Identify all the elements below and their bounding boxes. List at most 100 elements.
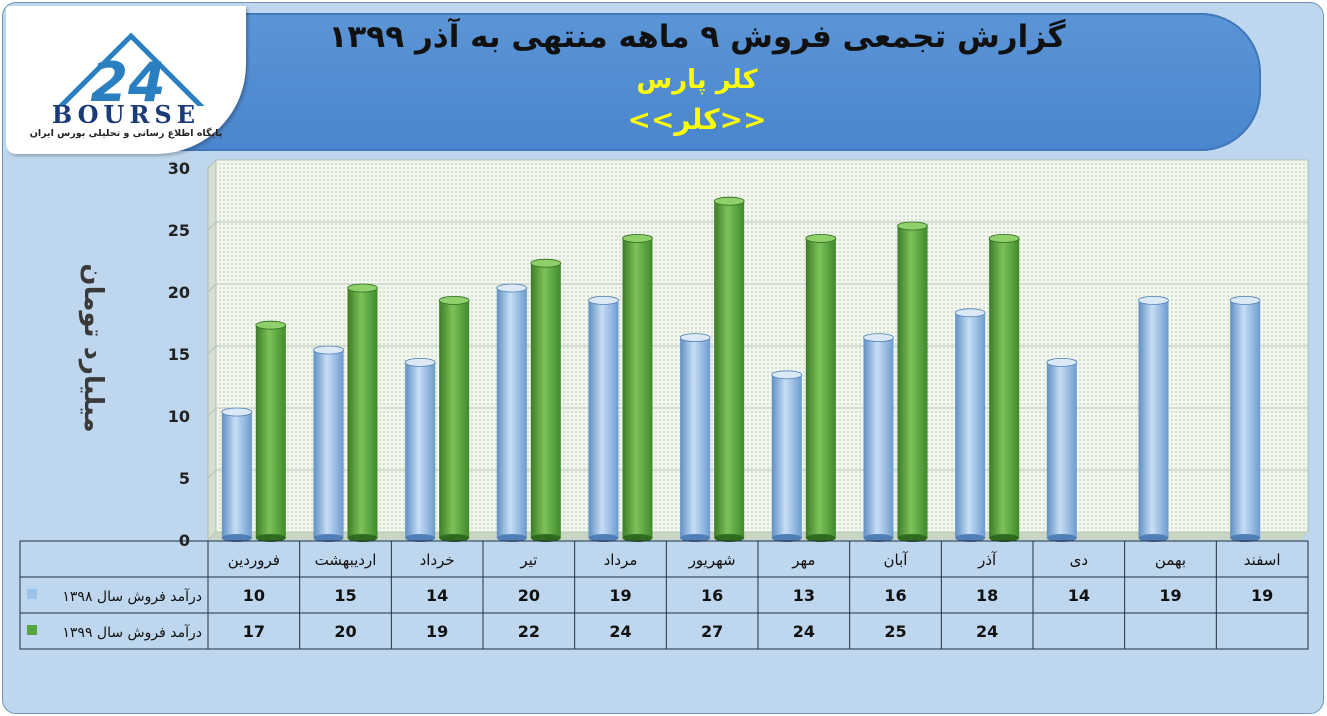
bar-body: [530, 263, 561, 538]
bar-base: [347, 534, 378, 542]
gridline-side: [207, 159, 217, 169]
data-label: 14: [1068, 586, 1090, 605]
bar-cap: [954, 308, 986, 318]
bar-body: [1230, 300, 1261, 538]
bar-body: [439, 300, 470, 538]
bar-cap: [404, 357, 436, 367]
bar-1399: [713, 196, 745, 542]
data-label: 27: [701, 622, 723, 641]
bar-base: [1046, 534, 1077, 542]
bar-1398: [1046, 357, 1078, 542]
x-tick-label: آبان: [884, 551, 909, 569]
bar-cap: [679, 333, 711, 343]
x-tick-label: دی: [1070, 551, 1088, 569]
company-name: کلر پارس: [636, 65, 758, 95]
bar-body: [221, 412, 252, 538]
bar-body: [1138, 300, 1169, 538]
data-label: 20: [334, 622, 356, 641]
bar-cap: [863, 333, 894, 343]
y-axis-label: میلیارد تومان: [78, 263, 108, 433]
bar-base: [955, 534, 986, 542]
bar-base: [1138, 534, 1169, 542]
bar-base: [805, 534, 836, 542]
x-tick-label: تیر: [519, 551, 537, 569]
legend-swatch: [27, 589, 37, 599]
bar-cap: [221, 407, 253, 417]
y-tick-label: 25: [168, 221, 190, 240]
bar-1398: [588, 295, 619, 542]
bar-base: [1230, 534, 1261, 542]
x-tick-label: خرداد: [420, 551, 455, 569]
bar-cap: [530, 258, 562, 268]
y-tick-label: 15: [168, 345, 190, 364]
bar-body: [405, 362, 436, 538]
bar-body: [313, 350, 344, 538]
gridline-side: [207, 221, 217, 231]
data-label: 14: [426, 586, 448, 605]
y-tick-label: 10: [168, 407, 190, 426]
logo-mark-text: 24: [90, 51, 165, 106]
x-tick-label: اسفند: [1244, 551, 1281, 569]
bar-1398: [1229, 295, 1261, 542]
stock-symbol: <<کلر>>: [627, 103, 767, 136]
bar-body: [347, 288, 378, 538]
bar-body: [955, 312, 986, 538]
bar-cap: [588, 295, 619, 305]
data-label: 20: [518, 586, 540, 605]
bar-cap: [438, 295, 470, 305]
bar-cap: [988, 233, 1020, 243]
y-tick-label: 30: [168, 159, 190, 178]
bar-1399: [622, 233, 653, 542]
data-label: 16: [701, 586, 723, 605]
bar-body: [680, 337, 711, 538]
data-label: 24: [609, 622, 631, 641]
data-label: 19: [1251, 586, 1273, 605]
data-label: 24: [793, 622, 815, 641]
bourse24-logo: 24 BOURSE پایگاه اطلاع رسانی و تحلیلی بو…: [6, 6, 246, 154]
data-label: 24: [976, 622, 998, 641]
bar-body: [1046, 362, 1077, 538]
bar-cap: [313, 345, 344, 355]
data-label: 16: [884, 586, 906, 605]
bar-cap: [713, 196, 745, 206]
bar-1399: [805, 233, 837, 542]
bar-1399: [347, 283, 378, 542]
y-axis-title: میلیارد تومان: [63, 263, 123, 433]
gridline-side: [207, 407, 217, 417]
bar-cap: [897, 221, 928, 231]
bar-cap: [771, 370, 803, 380]
legend-label: درآمد فروش سال ۱۳۹۹: [62, 624, 202, 641]
bar-body: [622, 238, 653, 538]
bar-1398: [496, 283, 528, 542]
bar-cap: [347, 283, 378, 293]
bar-1398: [954, 308, 986, 542]
bar-base: [439, 534, 470, 542]
data-label: 17: [243, 622, 265, 641]
bar-cap: [496, 283, 528, 293]
plot-floor: [208, 532, 1308, 540]
bar-body: [588, 300, 619, 538]
x-tick-label: مهر: [791, 551, 815, 569]
bar-base: [714, 534, 745, 542]
data-label: 19: [609, 586, 631, 605]
x-tick-label: شهریور: [688, 551, 736, 569]
data-label: 10: [243, 586, 265, 605]
legend-label: درآمد فروش سال ۱۳۹۸: [62, 588, 202, 605]
bar-base: [622, 534, 653, 542]
bar-1399: [438, 295, 470, 542]
bar-body: [805, 238, 836, 538]
bar-body: [255, 325, 286, 538]
bar-1398: [313, 345, 344, 542]
bar-base: [221, 534, 252, 542]
bar-1398: [771, 370, 803, 542]
bar-1398: [221, 407, 253, 542]
bar-base: [897, 534, 928, 542]
bar-body: [863, 337, 894, 538]
legend-swatch: [27, 625, 37, 635]
data-label: 22: [518, 622, 540, 641]
gridline-side: [207, 283, 217, 293]
bar-base: [530, 534, 561, 542]
y-tick-label: 5: [179, 469, 190, 488]
x-tick-label: فروردین: [228, 551, 280, 569]
